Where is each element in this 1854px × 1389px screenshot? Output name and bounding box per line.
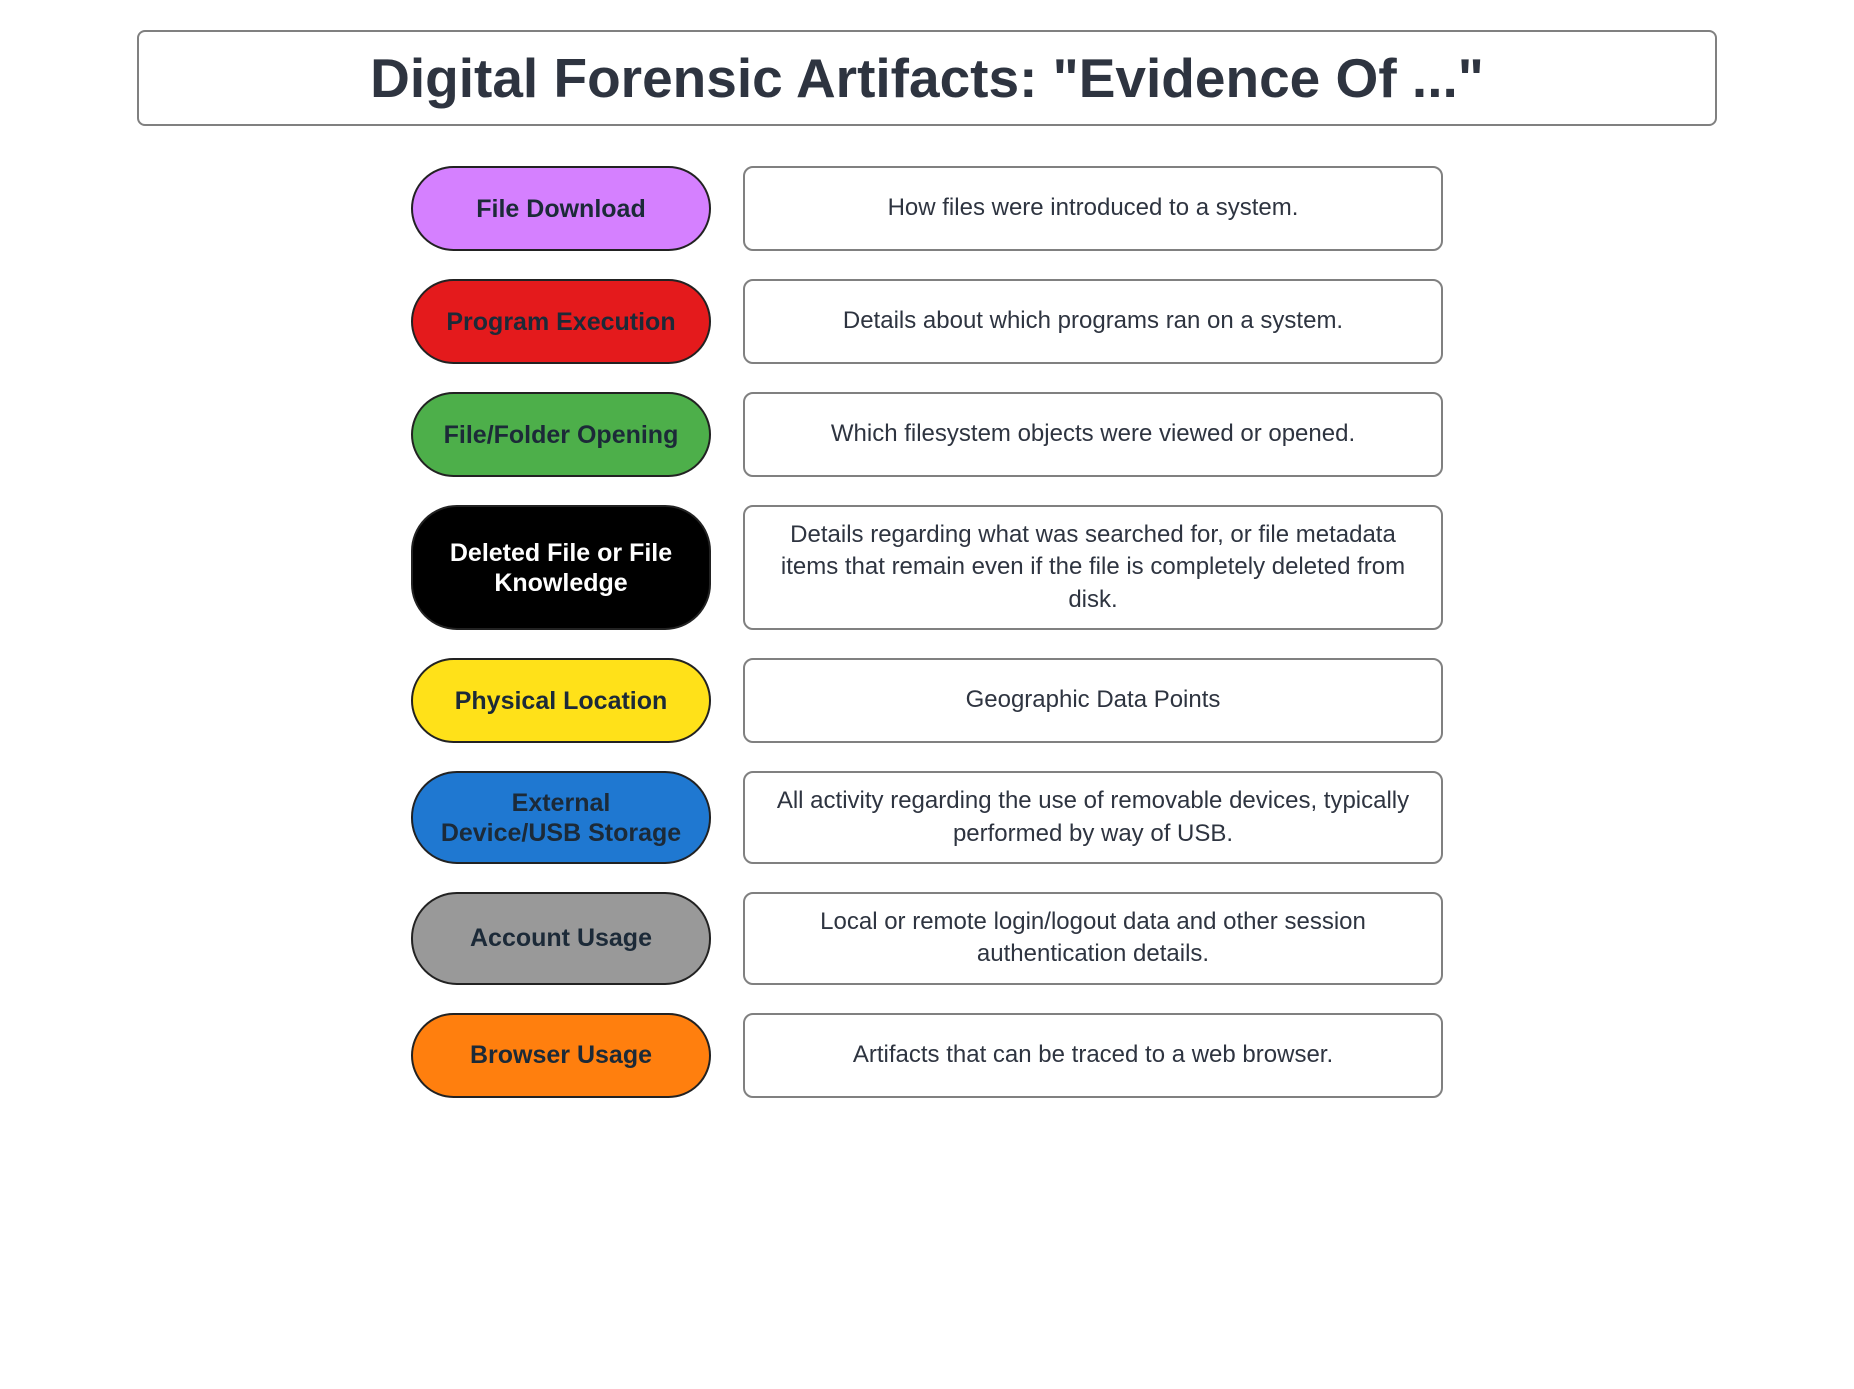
artifact-row: Program Execution Details about which pro… xyxy=(411,279,1443,364)
artifact-row: File/Folder Opening Which filesystem obje… xyxy=(411,392,1443,477)
artifact-row: Account Usage Local or remote login/logou… xyxy=(411,892,1443,985)
artifact-description: Geographic Data Points xyxy=(743,658,1443,743)
artifact-pill: Program Execution xyxy=(411,279,711,364)
artifact-pill: File/Folder Opening xyxy=(411,392,711,477)
artifact-row: Physical Location Geographic Data Points xyxy=(411,658,1443,743)
artifact-pill: Deleted File or File Knowledge xyxy=(411,505,711,630)
artifact-pill: Physical Location xyxy=(411,658,711,743)
artifact-row: Browser Usage Artifacts that can be trace… xyxy=(411,1013,1443,1098)
artifact-description: Artifacts that can be traced to a web br… xyxy=(743,1013,1443,1098)
artifact-pill: Account Usage xyxy=(411,892,711,985)
artifact-description: Details regarding what was searched for,… xyxy=(743,505,1443,630)
artifact-description: Details about which programs ran on a sy… xyxy=(743,279,1443,364)
title-box: Digital Forensic Artifacts: "Evidence Of… xyxy=(137,30,1717,126)
artifact-description: All activity regarding the use of remova… xyxy=(743,771,1443,864)
artifact-description: Local or remote login/logout data and ot… xyxy=(743,892,1443,985)
artifact-pill: External Device/USB Storage xyxy=(411,771,711,864)
artifact-description: Which filesystem objects were viewed or … xyxy=(743,392,1443,477)
artifact-row: Deleted File or File Knowledge Details re… xyxy=(411,505,1443,630)
artifact-description: How files were introduced to a system. xyxy=(743,166,1443,251)
artifact-pill: File Download xyxy=(411,166,711,251)
rows-container: File Download How files were introduced t… xyxy=(40,166,1814,1098)
artifact-row: File Download How files were introduced t… xyxy=(411,166,1443,251)
artifact-row: External Device/USB Storage All activity … xyxy=(411,771,1443,864)
page-title: Digital Forensic Artifacts: "Evidence Of… xyxy=(159,46,1695,110)
artifact-pill: Browser Usage xyxy=(411,1013,711,1098)
